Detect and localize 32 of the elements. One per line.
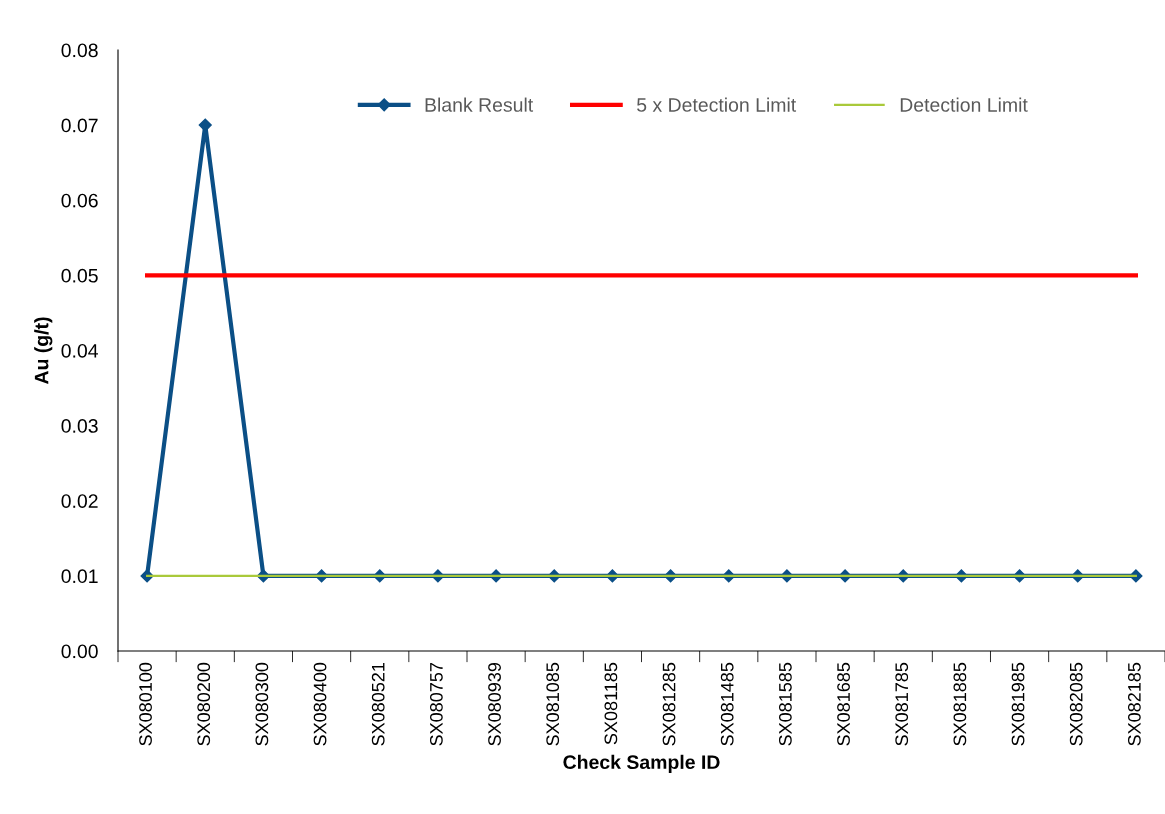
legend-label: Detection Limit xyxy=(900,97,1028,112)
x-tick-label: SX081985 xyxy=(1011,662,1025,746)
y-tick-label: 0.07 xyxy=(61,118,98,133)
x-tick-label: SX080400 xyxy=(313,662,327,746)
x-tick-label: SX080939 xyxy=(488,662,501,746)
y-tick-label: 0.04 xyxy=(61,343,98,358)
x-tick-label: SX080200 xyxy=(197,662,211,746)
x-tick-label: SX081285 xyxy=(662,662,676,746)
x-tick-label: SX081785 xyxy=(895,662,909,746)
y-axis-title: Au (g/t) xyxy=(34,317,53,385)
x-tick-label: SX081885 xyxy=(953,662,967,746)
legend-label: 5 x Detection Limit xyxy=(637,97,797,112)
x-tick-label: SX082185 xyxy=(1127,662,1141,746)
y-tick-label: 0.06 xyxy=(61,193,98,208)
x-tick-label: SX081085 xyxy=(546,662,560,746)
x-tick-label: SX081485 xyxy=(720,662,734,746)
x-tick-label: SX080521 xyxy=(371,662,385,746)
x-tick-label: SX080757 xyxy=(429,663,443,746)
y-tick-label: 0.05 xyxy=(61,268,98,283)
x-tick-label: SX080100 xyxy=(139,662,152,746)
x-tick-label: SX080300 xyxy=(255,662,269,746)
x-axis-title: Check Sample ID xyxy=(563,754,720,773)
legend-label: Blank Result xyxy=(425,97,534,112)
y-tick-label: 0.03 xyxy=(61,419,98,433)
y-tick-label: 0.02 xyxy=(61,494,98,508)
x-tick-label: SX081685 xyxy=(837,662,850,746)
x-tick-label: SX081185 xyxy=(604,662,618,745)
y-tick-label: 0.01 xyxy=(61,569,98,584)
y-tick-label: 0.00 xyxy=(61,644,98,659)
y-tick-label: 0.08 xyxy=(61,43,98,58)
x-tick-label: SX081585 xyxy=(778,662,792,746)
x-tick-label: SX082085 xyxy=(1069,662,1083,746)
